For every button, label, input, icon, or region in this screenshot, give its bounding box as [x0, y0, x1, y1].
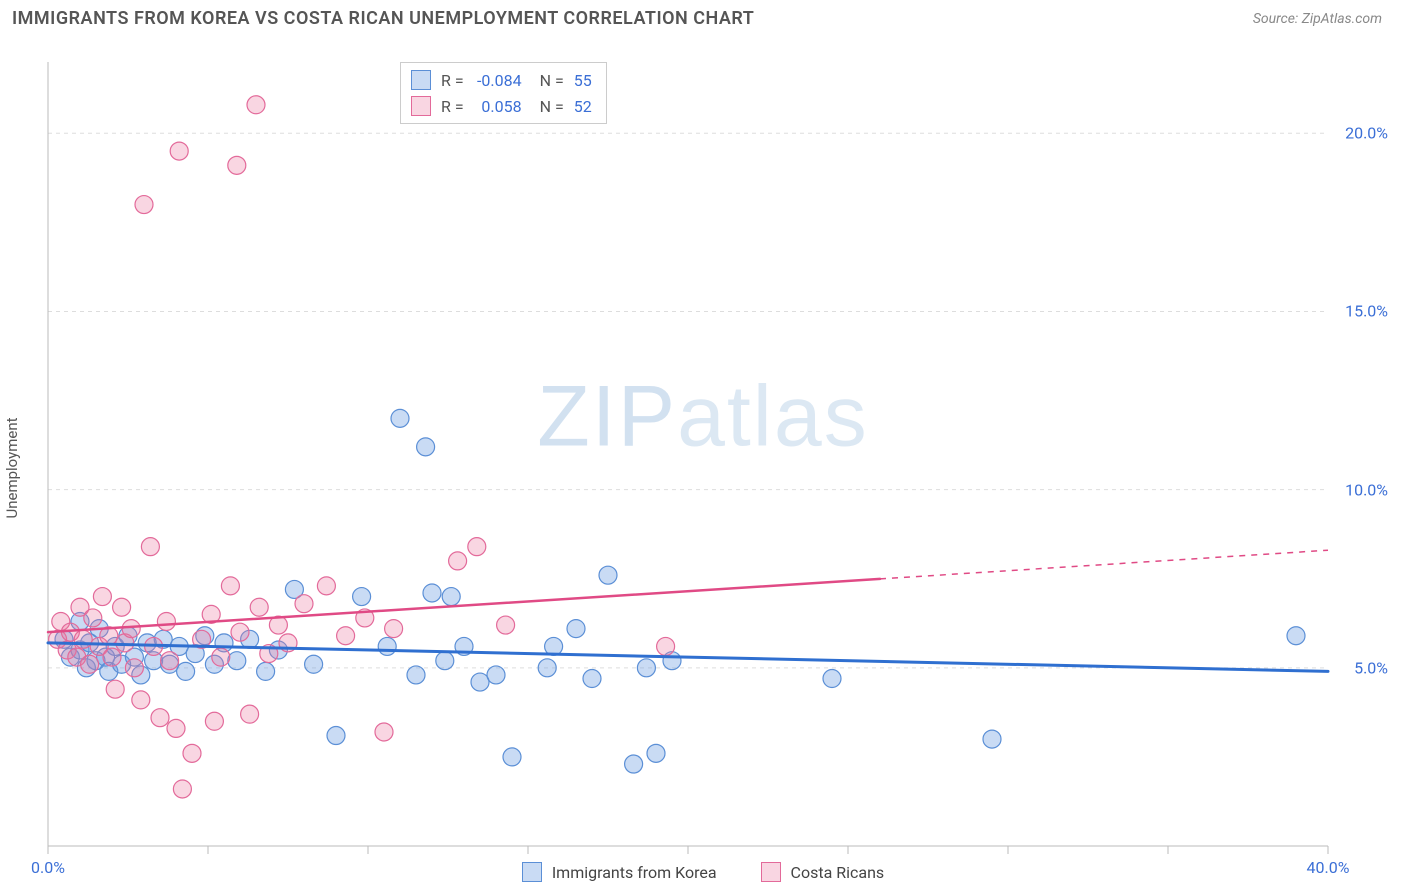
source-label: Source: ZipAtlas.com	[1253, 11, 1382, 27]
legend-n-value-costarica: 52	[568, 97, 592, 116]
legend-n-label: N =	[540, 97, 564, 116]
legend-swatch-costarica	[411, 96, 431, 116]
y-axis-label: Unemployment	[3, 417, 21, 518]
legend-label-costarica: Costa Ricans	[791, 863, 885, 882]
y-tick-label: 20.0%	[1345, 124, 1388, 143]
legend-r-label: R =	[441, 71, 464, 90]
legend-swatch-costarica	[761, 862, 781, 882]
x-tick-label: 0.0%	[31, 858, 65, 877]
correlation-legend: R = -0.084 N = 55 R = 0.058 N = 52	[400, 62, 607, 124]
legend-swatch-korea	[522, 862, 542, 882]
legend-n-label: N =	[540, 71, 564, 90]
page-title: IMMIGRANTS FROM KOREA VS COSTA RICAN UNE…	[12, 8, 754, 29]
y-tick-label: 5.0%	[1354, 658, 1388, 677]
chart-container: Unemployment ZIPatlas R = -0.084 N = 55 …	[0, 44, 1406, 892]
legend-r-value-korea: -0.084	[468, 71, 522, 90]
legend-n-value-korea: 55	[568, 71, 592, 90]
legend-r-label: R =	[441, 97, 464, 116]
legend-swatch-korea	[411, 70, 431, 90]
y-tick-label: 15.0%	[1345, 302, 1388, 321]
series-legend: Immigrants from Korea Costa Ricans	[0, 862, 1406, 886]
x-tick-label: 40.0%	[1307, 858, 1350, 877]
y-tick-label: 10.0%	[1345, 480, 1388, 499]
scatter-plot	[0, 44, 1406, 892]
legend-label-korea: Immigrants from Korea	[552, 863, 717, 882]
legend-r-value-costarica: 0.058	[468, 97, 522, 116]
